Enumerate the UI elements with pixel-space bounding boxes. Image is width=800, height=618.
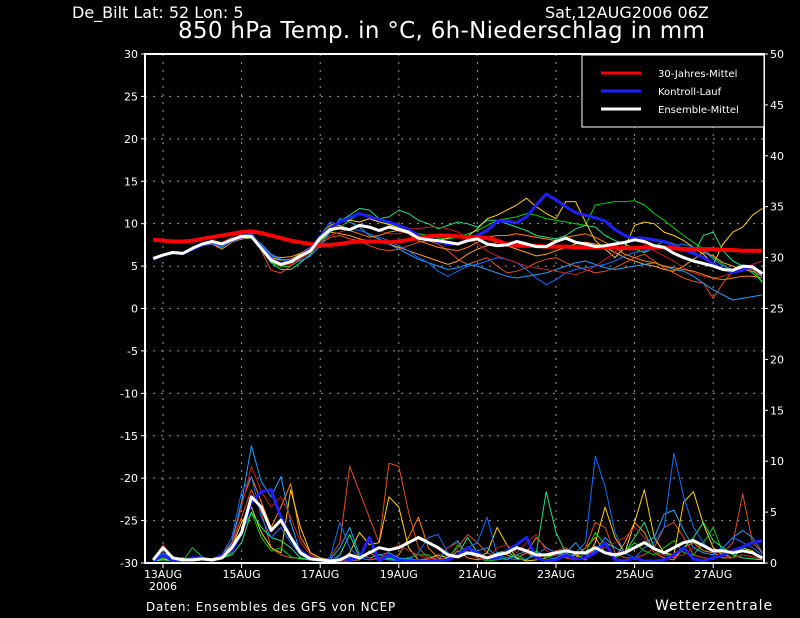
station-label: De_Bilt Lat: 52 Lon: 5: [72, 3, 244, 22]
y-right-tick-label: 30: [770, 252, 784, 265]
x-tick-label: 15AUG: [223, 568, 261, 581]
legend-label: Kontroll-Lauf: [658, 87, 722, 98]
temp-member-line-4: [153, 231, 763, 277]
x-tick-label: 17AUG: [301, 568, 339, 581]
y-left-tick-label: -25: [120, 515, 138, 528]
chart-title: 850 hPa Temp. in °C, 6h-Niederschlag in …: [178, 18, 706, 44]
y-left-tick-label: -5: [127, 345, 138, 358]
y-left-tick-label: 15: [124, 175, 138, 188]
y-left-tick-label: 25: [124, 90, 138, 103]
y-right-tick-label: 20: [770, 353, 784, 366]
y-left-tick-label: 20: [124, 133, 138, 146]
x-tick-label: 23AUG: [537, 568, 575, 581]
y-left-tick-label: 10: [124, 218, 138, 231]
x-tick-label: 25AUG: [616, 568, 654, 581]
precip-member-line-6: [152, 445, 763, 562]
y-left-tick-label: -10: [120, 387, 138, 400]
x-tick-label: 13AUG: [144, 568, 182, 581]
y-right-tick-label: 25: [770, 303, 784, 316]
y-right-tick-label: 10: [770, 455, 784, 468]
y-left-tick-label: -30: [120, 557, 138, 570]
plot-lines: [152, 192, 764, 563]
y-left-tick-label: 30: [124, 48, 138, 61]
x-tick-label: 19AUG: [380, 568, 418, 581]
y-left-tick-label: 5: [131, 260, 138, 273]
precip-member-line-1: [153, 476, 763, 562]
brand-label: Wetterzentrale: [655, 598, 774, 614]
y-right-tick-label: 45: [770, 99, 784, 112]
legend-label: 30-Jahres-Mittel: [658, 69, 737, 80]
run-datestamp: Sat,12AUG2006 06Z: [545, 3, 709, 22]
temp-ensemble-mean-line: [152, 223, 764, 275]
axes: 302520151050-5-10-15-20-25-3050454035302…: [120, 48, 784, 593]
y-right-tick-label: 0: [770, 557, 777, 570]
y-right-tick-label: 5: [770, 506, 777, 519]
y-right-tick-label: 40: [770, 150, 784, 163]
legend-label: Ensemble-Mittel: [658, 105, 739, 116]
y-left-tick-label: -15: [120, 430, 138, 443]
grid: [145, 54, 764, 563]
x-tick-sublabel: 2006: [149, 580, 177, 593]
precip-member-line-8: [152, 465, 763, 562]
x-tick-label: 27AUG: [694, 568, 732, 581]
legend: 30-Jahres-Mittel Kontroll-Lauf Ensemble-Mi…: [581, 54, 765, 128]
data-source-note: Daten: Ensembles des GFS von NCEP: [146, 600, 396, 614]
y-left-tick-label: -20: [120, 472, 138, 485]
precip-ensemble-mean-line: [152, 495, 763, 563]
plot-frame: [144, 53, 765, 564]
y-right-tick-label: 35: [770, 201, 784, 214]
y-left-tick-label: 0: [131, 303, 138, 316]
y-right-tick-label: 50: [770, 48, 784, 61]
x-tick-label: 21AUG: [458, 568, 496, 581]
y-right-tick-label: 15: [770, 404, 784, 417]
temp-member-line-5: [153, 231, 763, 299]
